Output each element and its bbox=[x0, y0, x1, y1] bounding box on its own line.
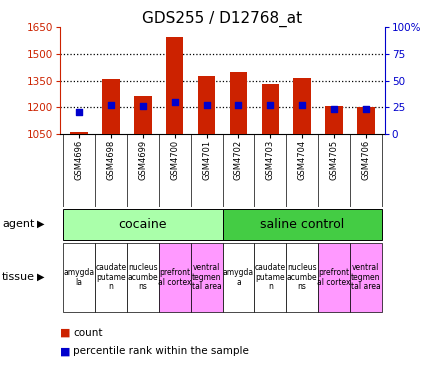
Bar bbox=[134, 96, 152, 134]
Point bbox=[139, 103, 146, 109]
Bar bbox=[230, 72, 247, 134]
Text: saline control: saline control bbox=[260, 218, 344, 231]
Bar bbox=[293, 78, 311, 134]
Text: tissue: tissue bbox=[2, 272, 35, 282]
Text: prefront
al cortex: prefront al cortex bbox=[317, 268, 351, 287]
Text: ▶: ▶ bbox=[36, 272, 44, 282]
Bar bbox=[127, 243, 159, 311]
Text: count: count bbox=[73, 328, 103, 338]
Point bbox=[76, 109, 83, 115]
Text: GSM4698: GSM4698 bbox=[106, 139, 116, 180]
Text: percentile rank within the sample: percentile rank within the sample bbox=[73, 346, 249, 356]
Text: GSM4701: GSM4701 bbox=[202, 139, 211, 180]
Text: ■: ■ bbox=[60, 328, 71, 338]
Point bbox=[330, 106, 337, 112]
Text: caudate
putame
n: caudate putame n bbox=[96, 263, 126, 291]
Text: GSM4702: GSM4702 bbox=[234, 139, 243, 180]
Title: GDS255 / D12768_at: GDS255 / D12768_at bbox=[142, 11, 303, 27]
Bar bbox=[262, 84, 279, 134]
Bar bbox=[166, 37, 183, 134]
Bar bbox=[95, 243, 127, 311]
Text: GSM4700: GSM4700 bbox=[170, 139, 179, 180]
Bar bbox=[255, 243, 286, 311]
Bar bbox=[159, 243, 190, 311]
Point bbox=[362, 106, 369, 112]
Text: ventral
tegmen
tal area: ventral tegmen tal area bbox=[351, 263, 380, 291]
Bar bbox=[350, 243, 382, 311]
Text: ▶: ▶ bbox=[36, 219, 44, 229]
Text: GSM4703: GSM4703 bbox=[266, 139, 275, 180]
Text: cocaine: cocaine bbox=[119, 218, 167, 231]
Bar bbox=[190, 243, 222, 311]
Point bbox=[203, 102, 210, 108]
Text: agent: agent bbox=[2, 219, 35, 229]
Text: GSM4704: GSM4704 bbox=[298, 139, 307, 180]
Bar bbox=[63, 243, 95, 311]
Text: ■: ■ bbox=[60, 346, 71, 356]
Bar bbox=[70, 132, 88, 134]
Bar bbox=[222, 243, 255, 311]
Text: prefront
al cortex: prefront al cortex bbox=[158, 268, 191, 287]
Text: GSM4705: GSM4705 bbox=[329, 139, 339, 180]
Text: GSM4696: GSM4696 bbox=[75, 139, 84, 180]
Point bbox=[299, 102, 306, 108]
Text: ventral
tegmen
tal area: ventral tegmen tal area bbox=[192, 263, 222, 291]
Text: caudate
putame
n: caudate putame n bbox=[255, 263, 286, 291]
Bar bbox=[325, 106, 343, 134]
Text: nucleus
acumbe
ns: nucleus acumbe ns bbox=[128, 263, 158, 291]
Text: amygda
la: amygda la bbox=[64, 268, 95, 287]
Bar bbox=[318, 243, 350, 311]
Point bbox=[235, 102, 242, 108]
Point bbox=[267, 102, 274, 108]
Bar bbox=[102, 79, 120, 134]
Text: GSM4699: GSM4699 bbox=[138, 139, 147, 180]
Bar bbox=[357, 107, 375, 134]
Text: nucleus
acumbe
ns: nucleus acumbe ns bbox=[287, 263, 317, 291]
Point bbox=[171, 99, 178, 105]
Point bbox=[108, 102, 115, 108]
Bar bbox=[222, 209, 382, 240]
Bar bbox=[63, 209, 222, 240]
Text: amygda
a: amygda a bbox=[223, 268, 254, 287]
Text: GSM4706: GSM4706 bbox=[361, 139, 370, 180]
Bar bbox=[198, 76, 215, 134]
Bar bbox=[286, 243, 318, 311]
